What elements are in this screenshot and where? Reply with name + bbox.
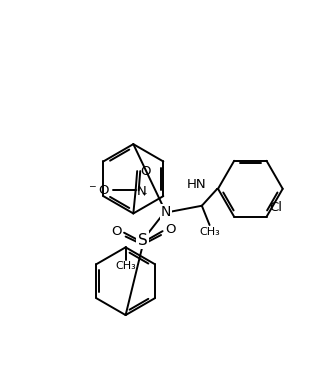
Text: Cl: Cl <box>269 201 282 214</box>
Text: HN: HN <box>187 178 206 192</box>
Text: CH₃: CH₃ <box>199 226 220 236</box>
Text: O: O <box>140 164 151 178</box>
Text: S: S <box>138 233 148 248</box>
Text: O: O <box>111 225 122 238</box>
Text: $\mathregular{{}^-}$O: $\mathregular{{}^-}$O <box>87 184 111 197</box>
Text: CH₃: CH₃ <box>115 261 136 271</box>
Text: O: O <box>165 223 175 236</box>
Text: N: N <box>137 185 147 197</box>
Text: N: N <box>161 205 171 219</box>
Text: $\mathregular{{}^+}$: $\mathregular{{}^+}$ <box>140 191 149 201</box>
